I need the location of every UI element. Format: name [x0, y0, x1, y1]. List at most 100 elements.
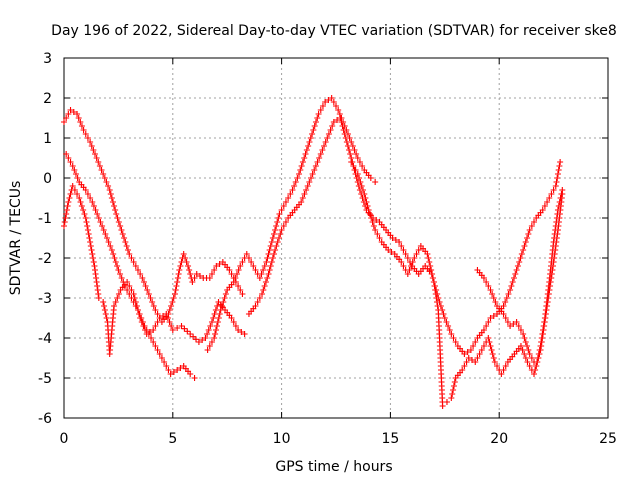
data-point [292, 179, 299, 185]
data-point [554, 171, 561, 177]
data-point [77, 199, 84, 205]
data-point [269, 255, 276, 261]
data-point [80, 127, 87, 133]
data-point [525, 231, 532, 237]
data-point [445, 323, 452, 329]
data-point [136, 311, 143, 317]
data-point [539, 207, 546, 213]
data-point [348, 159, 355, 165]
plot-frame [63, 57, 609, 419]
data-point [264, 275, 271, 281]
data-point [177, 263, 184, 269]
data-point [299, 195, 306, 201]
data-point [163, 311, 170, 317]
data-point [503, 295, 510, 301]
data-point [330, 119, 337, 125]
data-point [502, 363, 509, 369]
data-point [172, 287, 179, 293]
x-axis-label: GPS time / hours [275, 459, 392, 475]
data-point [358, 183, 365, 189]
data-point [88, 143, 95, 149]
data-point [334, 117, 341, 123]
data-point [149, 299, 156, 305]
data-point [550, 187, 557, 193]
data-point [526, 351, 533, 357]
data-point [193, 336, 200, 343]
data-point [275, 235, 282, 241]
data-point [267, 263, 274, 269]
data-point [211, 335, 218, 341]
data-point [105, 183, 112, 189]
data-point [388, 249, 395, 255]
data-point [385, 247, 392, 253]
data-point [513, 319, 520, 325]
data-point [100, 171, 107, 177]
data-point [61, 119, 67, 125]
data-point [87, 195, 94, 201]
data-point [105, 239, 112, 245]
data-point [316, 155, 323, 161]
data-point [521, 351, 528, 357]
data-point [71, 167, 78, 173]
data-point [106, 187, 113, 193]
data-point [86, 235, 93, 241]
data-point [260, 287, 267, 293]
data-point [494, 363, 501, 369]
data-point [99, 223, 106, 229]
data-point [204, 331, 211, 337]
data-point [96, 163, 103, 169]
data-point [451, 379, 458, 385]
data-point [197, 273, 203, 279]
data-point [502, 315, 509, 321]
data-point [76, 195, 83, 201]
data-point [75, 115, 82, 121]
data-point [480, 343, 487, 349]
data-point [156, 315, 163, 321]
data-point [101, 307, 108, 313]
data-point [124, 247, 131, 253]
data-point [398, 259, 405, 265]
data-point [304, 183, 311, 189]
data-point [147, 295, 154, 301]
data-point [364, 203, 371, 209]
data-point [317, 107, 324, 113]
series-track-b [63, 151, 198, 381]
data-point [241, 331, 248, 337]
data-point [190, 333, 197, 340]
data-point [446, 327, 453, 333]
data-point [212, 331, 219, 337]
data-point [189, 279, 196, 285]
data-point [109, 199, 116, 205]
data-point [90, 255, 97, 261]
data-point [556, 163, 563, 169]
data-point [133, 303, 140, 309]
data-point [428, 267, 435, 273]
data-point [532, 367, 539, 373]
data-point [559, 187, 566, 193]
data-point [528, 223, 535, 229]
data-point [211, 311, 218, 317]
data-point [138, 319, 145, 325]
data-point [459, 367, 466, 373]
data-point [263, 259, 270, 265]
data-point [78, 123, 85, 129]
data-point [61, 223, 67, 229]
data-point [510, 321, 517, 327]
data-point [100, 227, 107, 233]
data-point [67, 191, 74, 197]
data-point [424, 251, 431, 257]
data-point [294, 175, 301, 181]
data-point [354, 171, 361, 177]
data-point [77, 119, 84, 125]
data-point [521, 243, 528, 249]
data-point [191, 375, 198, 381]
x-tick-label: 15 [381, 431, 399, 447]
data-point [373, 217, 380, 223]
data-point [500, 311, 507, 317]
series-track-c [61, 183, 248, 357]
data-point [312, 119, 319, 125]
data-point [333, 103, 339, 109]
data-point [230, 279, 237, 285]
data-point [517, 255, 524, 261]
data-point [101, 175, 108, 181]
